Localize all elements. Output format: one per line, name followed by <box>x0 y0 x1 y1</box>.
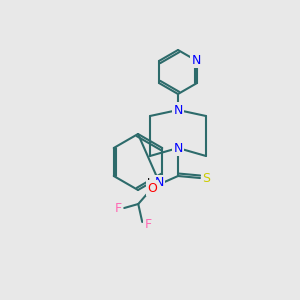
Text: N: N <box>154 176 164 190</box>
Text: S: S <box>202 172 210 184</box>
Text: H: H <box>147 178 155 188</box>
Text: N: N <box>191 53 201 67</box>
Text: N: N <box>173 103 183 116</box>
Text: N: N <box>173 142 183 154</box>
Text: F: F <box>145 218 152 230</box>
Text: O: O <box>147 182 157 194</box>
Text: F: F <box>115 202 122 214</box>
